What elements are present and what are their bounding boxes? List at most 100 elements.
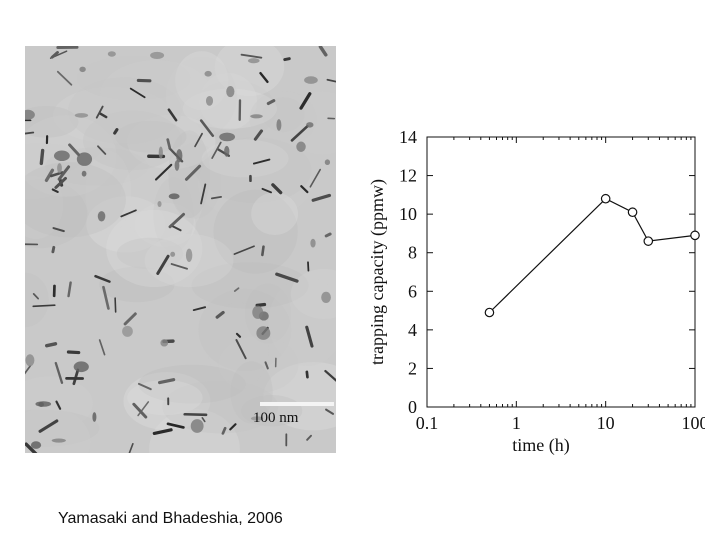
precipitate-needle	[95, 105, 104, 119]
texture-blob	[218, 336, 299, 393]
texture-blob	[201, 139, 289, 178]
precipitate-needle	[324, 232, 332, 238]
precipitate-needle	[200, 183, 207, 205]
texture-blob	[251, 192, 299, 236]
texture-blob	[214, 46, 285, 97]
precipitate-particle	[150, 51, 165, 59]
precipitate-needle	[309, 168, 321, 188]
texture-blob	[197, 146, 312, 220]
precipitate-needle	[168, 212, 186, 229]
texture-blob	[198, 288, 292, 372]
x-tick-label: 10	[597, 413, 615, 433]
data-point	[600, 193, 611, 204]
precipitate-needle	[252, 158, 271, 165]
precipitate-needle	[25, 131, 35, 135]
precipitate-needle	[311, 193, 332, 202]
y-tick-label: 0	[408, 397, 417, 417]
precipitate-needle	[194, 132, 203, 148]
texture-blob	[153, 177, 195, 253]
precipitate-needle	[54, 361, 64, 384]
precipitate-particle	[25, 109, 35, 120]
precipitate-particle	[190, 419, 204, 433]
precipitate-needle	[283, 57, 291, 62]
precipitate-particle	[304, 76, 318, 84]
precipitate-needle	[183, 412, 208, 417]
precipitate-particle	[51, 438, 66, 443]
precipitate-needle	[129, 87, 146, 99]
precipitate-needle	[157, 378, 176, 385]
precipitate-needle	[154, 163, 173, 181]
precipitate-needle	[98, 339, 106, 356]
precipitate-particle	[76, 152, 93, 166]
precipitate-needle	[55, 400, 62, 410]
precipitate-particle	[30, 441, 42, 449]
precipitate-particle	[122, 325, 133, 337]
precipitate-needle	[66, 350, 81, 355]
texture-blob	[261, 97, 305, 133]
precipitate-needle	[255, 302, 267, 308]
precipitate-particle	[256, 326, 271, 340]
texture-blob	[127, 380, 203, 416]
precipitate-particle	[296, 141, 306, 152]
series-line	[489, 197, 696, 313]
precipitate-needle	[324, 369, 336, 382]
texture-blob	[199, 72, 257, 130]
texture-blob	[207, 302, 269, 390]
precipitate-needle	[215, 310, 225, 319]
x-tick-label: 100	[682, 413, 706, 433]
data-point	[690, 230, 700, 241]
precipitate-particle	[306, 122, 314, 128]
precipitate-particle	[205, 95, 214, 106]
citation-caption: Yamasaki and Bhadeshia, 2006	[58, 510, 283, 527]
precipitate-particle	[185, 248, 193, 262]
y-tick-label: 14	[399, 127, 417, 147]
precipitate-needle	[170, 263, 188, 270]
precipitate-needle	[56, 70, 73, 86]
precipitate-particle	[157, 201, 162, 207]
precipitate-needle	[123, 312, 137, 326]
precipitate-needle	[240, 53, 263, 59]
precipitate-particle	[74, 113, 89, 118]
texture-blob	[100, 60, 213, 130]
texture-blob	[45, 147, 149, 186]
chart-svg: 0 2 4 6 8 10 12 14 0.1 1 10 100 time (h) trapping cap…	[367, 127, 709, 456]
precipitate-needle	[229, 423, 237, 431]
texture-blob	[120, 157, 204, 242]
precipitate-particle	[57, 163, 62, 174]
precipitate-particle	[35, 401, 52, 407]
precipitate-needle	[51, 188, 59, 193]
texture-blob	[67, 77, 182, 145]
precipitate-needle	[114, 297, 117, 313]
precipitate-needle	[39, 148, 45, 166]
texture-blob	[25, 179, 88, 249]
precipitate-particle	[310, 238, 316, 248]
precipitate-needle	[32, 304, 56, 308]
data-point	[643, 236, 654, 246]
precipitate-needle	[325, 408, 335, 415]
precipitate-needle	[99, 112, 108, 119]
micrograph-texture	[25, 46, 336, 453]
precipitate-needle	[94, 274, 111, 283]
texture-blob	[25, 272, 49, 328]
precipitate-needle	[306, 434, 312, 441]
texture-blob	[290, 268, 336, 320]
y-tick-label: 6	[408, 281, 417, 301]
precipitate-needle	[271, 183, 283, 195]
precipitate-needle	[25, 442, 38, 453]
data-point	[627, 207, 638, 218]
precipitate-needle	[51, 245, 56, 254]
precipitate-particle	[97, 211, 106, 222]
precipitate-needle	[264, 361, 269, 370]
precipitate-needle	[235, 332, 242, 338]
texture-blob	[263, 361, 336, 431]
precipitate-needle	[326, 78, 336, 83]
precipitate-needle	[166, 422, 185, 429]
texture-blob	[213, 189, 298, 274]
precipitate-needle	[132, 402, 148, 419]
precipitate-particle	[53, 150, 70, 162]
precipitate-needle	[184, 164, 202, 181]
precipitate-needle	[72, 368, 80, 386]
precipitate-needle	[305, 370, 309, 379]
precipitate-needle	[192, 306, 207, 312]
x-tick-label: 0.1	[416, 413, 439, 433]
